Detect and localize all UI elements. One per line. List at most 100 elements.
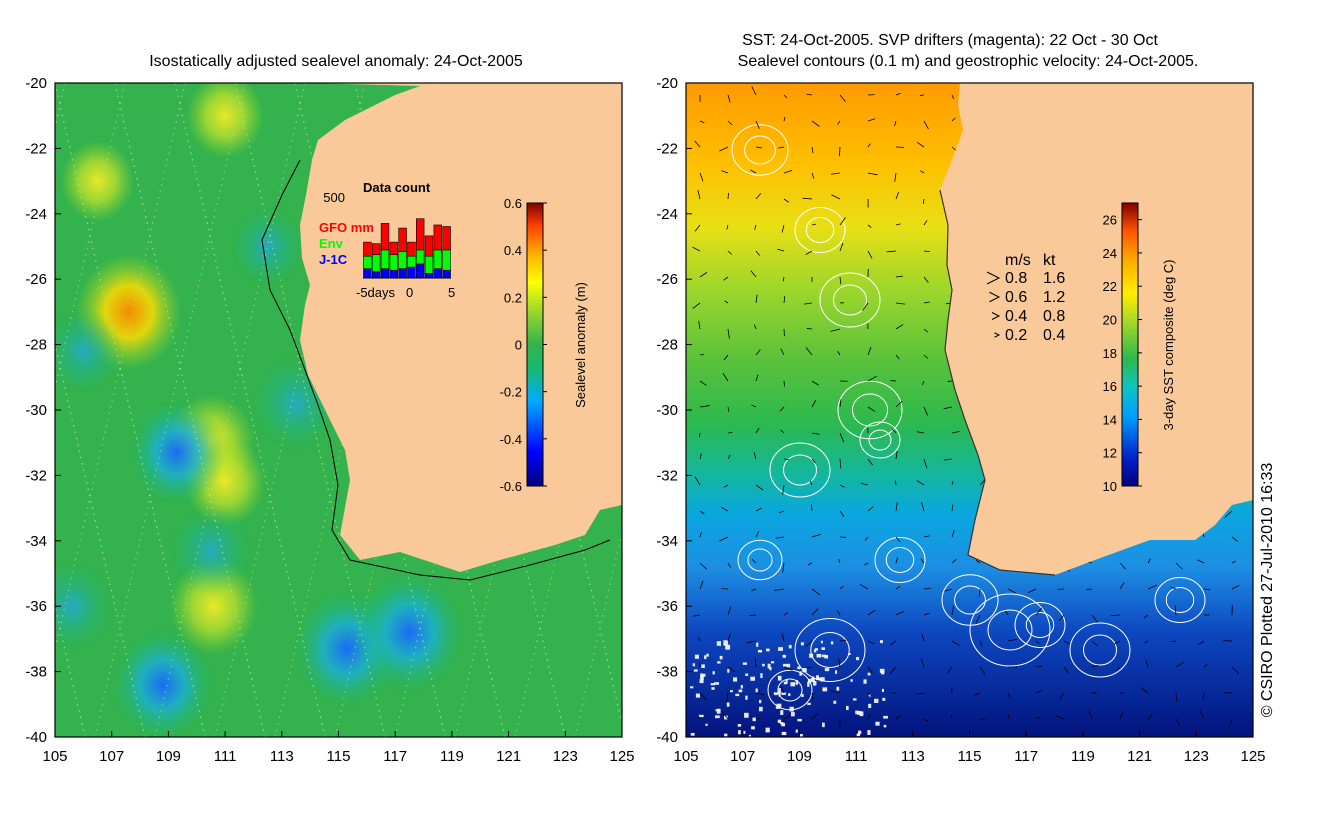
cloud-gap: [741, 685, 743, 688]
cloud-gap: [882, 689, 884, 692]
cloud-gap: [756, 643, 758, 647]
colorbar-tick-label: 26: [1103, 213, 1117, 228]
x-tick-label: 113: [901, 748, 925, 765]
cloud-gap: [743, 731, 745, 734]
cloud-gap: [745, 674, 748, 676]
inset-bar-gfo: [408, 242, 416, 256]
y-tick-label: -34: [656, 533, 678, 550]
cloud-gap: [733, 677, 737, 681]
colorbar-tick-label: 18: [1103, 346, 1117, 361]
cloud-gap: [705, 724, 707, 726]
cloud-gap: [814, 649, 816, 652]
velocity-key-kt: 0.4: [1043, 327, 1065, 344]
inset-bar-gfo: [443, 227, 451, 250]
sla-anomaly-blob: [129, 400, 225, 505]
cloud-gap: [691, 733, 695, 736]
track-line: [0, 83, 5, 737]
inset-bar-j1c: [399, 269, 407, 278]
cloud-gap: [882, 698, 885, 701]
credit-text: © CSIRO Plotted 27-Jul-2010 16:33: [1259, 463, 1276, 718]
cloud-gap: [723, 640, 728, 645]
x-tick-label: 107: [730, 748, 755, 765]
cloud-gap: [780, 722, 783, 724]
cloud-gap: [717, 661, 720, 663]
colorbar-tick-label: -0.6: [500, 479, 522, 494]
sst-title-line1: SST: 24-Oct-2005. SVP drifters (magenta)…: [742, 32, 1158, 49]
y-tick-label: -28: [25, 337, 47, 354]
cloud-gap: [735, 694, 739, 696]
sla-title: Isostatically adjusted sealevel anomaly:…: [149, 53, 523, 70]
inset-title: Data count: [363, 180, 431, 195]
inset-bar-j1c: [364, 269, 372, 278]
cloud-gap: [760, 673, 762, 678]
x-tick-label: 119: [1071, 748, 1095, 765]
cloud-gap: [711, 683, 715, 685]
cloud-gap: [796, 730, 798, 733]
y-tick-label: -24: [656, 206, 678, 223]
inset-legend-env: Env: [319, 236, 344, 251]
x-tick-label: 109: [156, 748, 181, 765]
cloud-gap: [738, 724, 741, 727]
inset-bar-env: [425, 256, 433, 273]
inset-bar-env: [408, 256, 416, 267]
cloud-gap: [752, 718, 755, 722]
cloud-gap: [744, 713, 749, 718]
x-tick-label: 119: [440, 748, 464, 765]
velocity-key-ms: 0.6: [1005, 289, 1027, 306]
x-tick-label: 125: [609, 748, 634, 765]
inset-bar-gfo: [372, 244, 380, 255]
velocity-key-unit-kt: kt: [1043, 252, 1056, 269]
inset-bar-j1c: [408, 267, 416, 278]
y-tick-label: -34: [25, 533, 47, 550]
colorbar-tick-label: 12: [1103, 446, 1117, 461]
cloud-gap: [738, 730, 741, 734]
cloud-gap: [694, 669, 698, 671]
inset-bar-gfo: [390, 242, 398, 254]
cloud-gap: [751, 726, 755, 729]
inset-bar-j1c: [381, 269, 389, 278]
sst-colorbar-ramp: [1122, 203, 1138, 486]
velocity-arrow: [807, 328, 812, 329]
cloud-gap: [807, 703, 810, 705]
cloud-gap: [883, 716, 888, 719]
inset-bar-gfo: [425, 236, 433, 256]
cloud-gap: [821, 641, 823, 644]
cloud-gap: [868, 673, 871, 676]
x-tick-label: 117: [383, 748, 407, 765]
colorbar-tick-label: 20: [1103, 313, 1117, 328]
cloud-gap: [875, 722, 879, 726]
x-tick-label: 115: [327, 748, 351, 765]
velocity-key-ms: 0.2: [1005, 327, 1027, 344]
y-tick-label: -28: [656, 337, 678, 354]
inset-bar-env: [443, 250, 451, 270]
inset-bar-j1c: [390, 270, 398, 278]
y-tick-label: -26: [25, 271, 47, 288]
colorbar-tick-label: 0: [515, 338, 522, 353]
cloud-gap: [730, 690, 733, 692]
y-tick-label: -20: [25, 75, 47, 92]
velocity-key-kt: 0.8: [1043, 308, 1065, 325]
velocity-arrow: [895, 480, 896, 485]
inset-bar-env: [390, 255, 398, 271]
cloud-gap: [833, 701, 836, 704]
cloud-gap: [789, 645, 792, 648]
cloud-gap: [821, 647, 824, 650]
x-tick-label: 113: [270, 748, 294, 765]
x-tick-label: 115: [958, 748, 982, 765]
colorbar-tick-label: -0.2: [500, 385, 522, 400]
cloud-gap: [700, 673, 703, 678]
y-tick-label: -32: [25, 467, 47, 484]
velocity-arrow: [784, 381, 785, 386]
cloud-gap: [822, 687, 827, 691]
x-tick-label: 121: [496, 748, 521, 765]
inset-bar-j1c: [443, 270, 451, 278]
y-tick-label: -26: [656, 271, 678, 288]
velocity-arrow: [1036, 666, 1042, 667]
cloud-gap: [739, 690, 743, 693]
inset-bar-gfo: [399, 228, 407, 251]
cloud-gap: [857, 711, 861, 715]
cloud-gap: [851, 679, 853, 682]
cloud-gap: [720, 656, 723, 659]
inset-bar-gfo: [416, 219, 424, 250]
y-tick-label: -36: [656, 598, 678, 615]
